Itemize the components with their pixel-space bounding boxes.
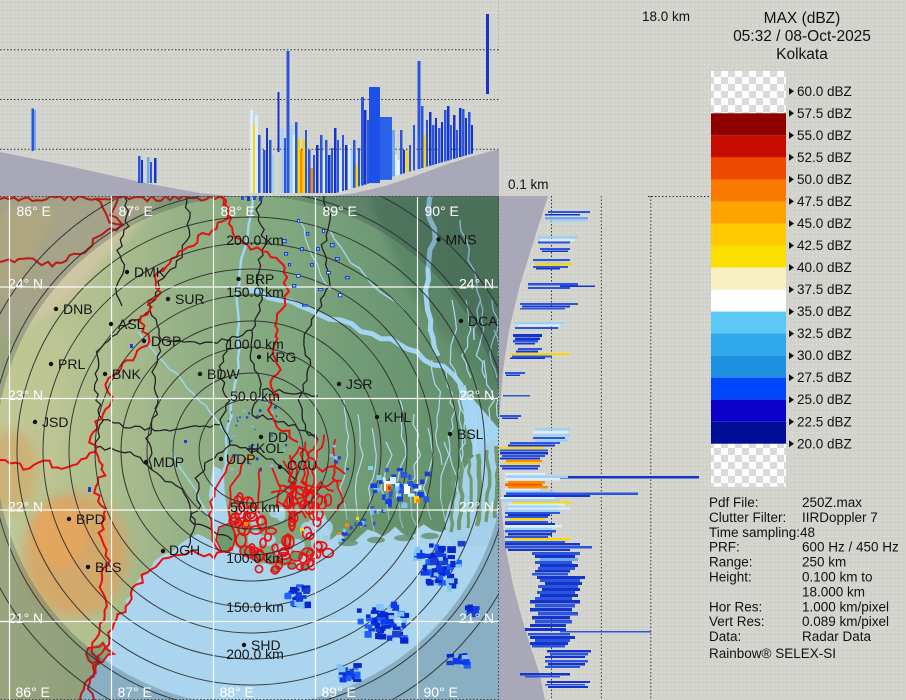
svg-text:40.0 dBZ: 40.0 dBZ [797, 260, 852, 275]
svg-text:18.0 km: 18.0 km [642, 9, 690, 24]
svg-text:Range:: Range: [709, 555, 753, 570]
svg-text:Vert Res:: Vert Res: [709, 614, 765, 629]
svg-text:UDP: UDP [226, 451, 256, 467]
svg-text:48: 48 [800, 525, 815, 540]
svg-text:BLS: BLS [95, 559, 121, 575]
svg-text:24° N: 24° N [459, 276, 494, 292]
svg-text:Data:: Data: [709, 629, 741, 644]
svg-text:90° E: 90° E [424, 684, 458, 700]
svg-text:JSR: JSR [346, 376, 372, 392]
svg-text:KHL: KHL [384, 409, 411, 425]
svg-text:BPD: BPD [76, 511, 105, 527]
svg-text:BRP: BRP [246, 271, 275, 287]
svg-text:250 km: 250 km [802, 555, 846, 570]
svg-text:88° E: 88° E [220, 684, 254, 700]
svg-text:Rainbow® SELEX-SI: Rainbow® SELEX-SI [709, 646, 836, 661]
svg-text:Kolkata: Kolkata [776, 46, 828, 63]
svg-text:200.0 km: 200.0 km [226, 232, 284, 248]
svg-text:PRL: PRL [58, 356, 85, 372]
svg-text:DMK: DMK [134, 264, 166, 280]
svg-text:50.0 km: 50.0 km [230, 388, 280, 404]
svg-text:45.0 dBZ: 45.0 dBZ [797, 216, 852, 231]
svg-text:88° E: 88° E [221, 203, 255, 219]
svg-text:JSD: JSD [42, 414, 68, 430]
svg-text:05:32 / 08-Oct-2025: 05:32 / 08-Oct-2025 [733, 28, 871, 45]
svg-text:50.0 km: 50.0 km [230, 499, 280, 515]
svg-text:87° E: 87° E [119, 203, 153, 219]
svg-text:27.5 dBZ: 27.5 dBZ [797, 370, 852, 385]
svg-text:25.0 dBZ: 25.0 dBZ [797, 392, 852, 407]
svg-text:100.0 km: 100.0 km [226, 550, 284, 566]
svg-text:89° E: 89° E [322, 684, 356, 700]
svg-text:21° N: 21° N [8, 610, 43, 626]
svg-text:MDP: MDP [153, 454, 184, 470]
svg-text:DCA: DCA [468, 313, 498, 329]
svg-text:Height:: Height: [709, 570, 752, 585]
svg-text:Hor Res:: Hor Res: [709, 599, 762, 614]
svg-text:DD: DD [268, 429, 288, 445]
svg-text:0.1 km: 0.1 km [508, 177, 549, 192]
svg-text:21° N: 21° N [459, 610, 494, 626]
svg-text:KOL: KOL [256, 440, 284, 456]
svg-text:22° N: 22° N [8, 499, 43, 515]
svg-text:BSL: BSL [457, 426, 484, 442]
svg-text:23° N: 23° N [8, 387, 43, 403]
svg-text:42.5 dBZ: 42.5 dBZ [797, 238, 852, 253]
svg-text:0.100 km to: 0.100 km to [802, 570, 873, 585]
svg-text:Radar Data: Radar Data [802, 629, 872, 644]
svg-text:60.0 dBZ: 60.0 dBZ [797, 84, 852, 99]
svg-text:KRG: KRG [266, 349, 296, 365]
svg-text:20.0 dBZ: 20.0 dBZ [797, 436, 852, 451]
svg-text:BDW: BDW [207, 366, 240, 382]
svg-text:1.000 km/pixel: 1.000 km/pixel [802, 599, 889, 614]
svg-text:BNK: BNK [112, 366, 141, 382]
svg-text:CCU: CCU [287, 457, 317, 473]
svg-text:24° N: 24° N [8, 276, 43, 292]
svg-text:23° N: 23° N [459, 387, 494, 403]
svg-text:100.0 km: 100.0 km [226, 336, 284, 352]
svg-text:MAX (dBZ): MAX (dBZ) [764, 10, 841, 27]
svg-text:DGP: DGP [151, 333, 181, 349]
svg-text:86° E: 86° E [16, 684, 50, 700]
svg-text:200.0 km: 200.0 km [226, 646, 284, 662]
svg-text:SUR: SUR [175, 291, 205, 307]
svg-text:22.5 dBZ: 22.5 dBZ [797, 414, 852, 429]
svg-text:Time sampling:: Time sampling: [709, 525, 800, 540]
svg-text:37.5 dBZ: 37.5 dBZ [797, 282, 852, 297]
svg-text:600 Hz / 450 Hz: 600 Hz / 450 Hz [802, 540, 899, 555]
svg-text:ASL: ASL [118, 316, 145, 332]
svg-text:35.0 dBZ: 35.0 dBZ [797, 304, 852, 319]
svg-text:30.0 dBZ: 30.0 dBZ [797, 348, 852, 363]
svg-text:150.0 km: 150.0 km [226, 599, 284, 615]
svg-text:87° E: 87° E [118, 684, 152, 700]
svg-text:SHD: SHD [251, 637, 281, 653]
svg-text:Clutter Filter:: Clutter Filter: [709, 510, 786, 525]
svg-text:86° E: 86° E [17, 203, 51, 219]
svg-text:47.5 dBZ: 47.5 dBZ [797, 194, 852, 209]
svg-text:250Z.max: 250Z.max [802, 495, 862, 510]
svg-text:0.089 km/pixel: 0.089 km/pixel [802, 614, 889, 629]
svg-text:PRF:: PRF: [709, 540, 740, 555]
svg-text:55.0 dBZ: 55.0 dBZ [797, 128, 852, 143]
svg-text:IIRDoppler 7: IIRDoppler 7 [802, 510, 878, 525]
svg-text:52.5 dBZ: 52.5 dBZ [797, 150, 852, 165]
svg-text:22° N: 22° N [459, 499, 494, 515]
svg-text:DNB: DNB [63, 301, 93, 317]
svg-text:150.0 km: 150.0 km [226, 284, 284, 300]
svg-text:32.5 dBZ: 32.5 dBZ [797, 326, 852, 341]
svg-text:DGH: DGH [169, 542, 200, 558]
svg-text:89° E: 89° E [323, 203, 357, 219]
svg-text:18.000 km: 18.000 km [802, 584, 865, 599]
svg-text:90° E: 90° E [425, 203, 459, 219]
svg-text:MNS: MNS [446, 232, 477, 248]
svg-text:Pdf File:: Pdf File: [709, 495, 759, 510]
svg-text:50.0 dBZ: 50.0 dBZ [797, 172, 852, 187]
svg-text:57.5 dBZ: 57.5 dBZ [797, 106, 852, 121]
